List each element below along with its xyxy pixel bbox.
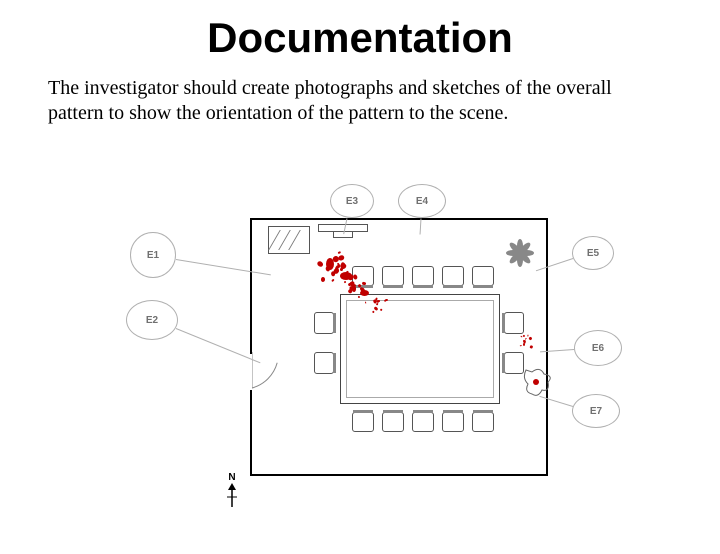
blood-spatter [337,250,340,253]
crime-scene-diagram: E1 E2 E3 E4 E5 E6 E7 N [120,194,640,524]
callout-leader [176,328,261,363]
body-paragraph: The investigator should create photograp… [48,76,672,126]
blood-spatter [344,280,347,283]
callout-code: E3 [346,196,358,207]
ceiling-fan [520,250,522,252]
chair [472,266,494,286]
blood-spatter [330,270,335,276]
chair [504,312,524,334]
chair [442,266,464,286]
chair [442,412,464,432]
blood-spatter [520,345,522,346]
blood-spatter [372,310,375,313]
callout-e1: E1 [130,232,176,278]
callout-code: E1 [147,250,159,261]
callout-code: E2 [146,315,158,326]
blood-spatter [522,335,525,338]
callout-leader [419,218,421,234]
callout-e6: E6 [574,330,622,366]
blood-spatter [352,286,356,292]
blood-spatter [340,263,348,271]
chair [412,412,434,432]
room-wall-top [250,218,546,220]
callout-e4: E4 [398,184,446,218]
blood-spatter [338,254,345,261]
body-outline [520,364,560,404]
compass-n: N [220,472,244,483]
callout-code: E4 [416,196,428,207]
blood-spatter [331,279,334,282]
chair [314,352,334,374]
callout-code: E5 [587,248,599,259]
blood-spatter [525,337,527,339]
blood-spatter [523,343,525,346]
callout-e5: E5 [572,236,614,270]
callout-leader [535,258,573,271]
page-title: Documentation [0,14,720,62]
room-wall-left-upper [250,218,252,354]
chair [472,412,494,432]
chair [314,312,334,334]
blood-spatter [528,337,532,341]
callout-code: E6 [592,343,604,354]
chair [382,266,404,286]
room-wall-right [546,218,548,476]
blood-spatter [377,301,379,303]
chair [412,266,434,286]
room-wall-bottom [250,474,546,476]
callout-leader [176,259,270,275]
compass-icon: N [220,472,244,509]
callout-e2: E2 [126,300,178,340]
door-swing [252,352,292,392]
callout-code: E7 [590,406,602,417]
blood-spatter [378,300,380,302]
blood-spatter [380,309,382,311]
compass-arrow-icon [225,483,239,509]
room-wall-left-lower [250,390,252,476]
chair [352,412,374,432]
blood-spatter [317,261,324,268]
callout-e7: E7 [572,394,620,428]
blood-spatter [529,344,533,348]
blood-spatter [321,277,326,282]
callout-e3: E3 [330,184,374,218]
chair [382,412,404,432]
table-inset [346,300,494,398]
